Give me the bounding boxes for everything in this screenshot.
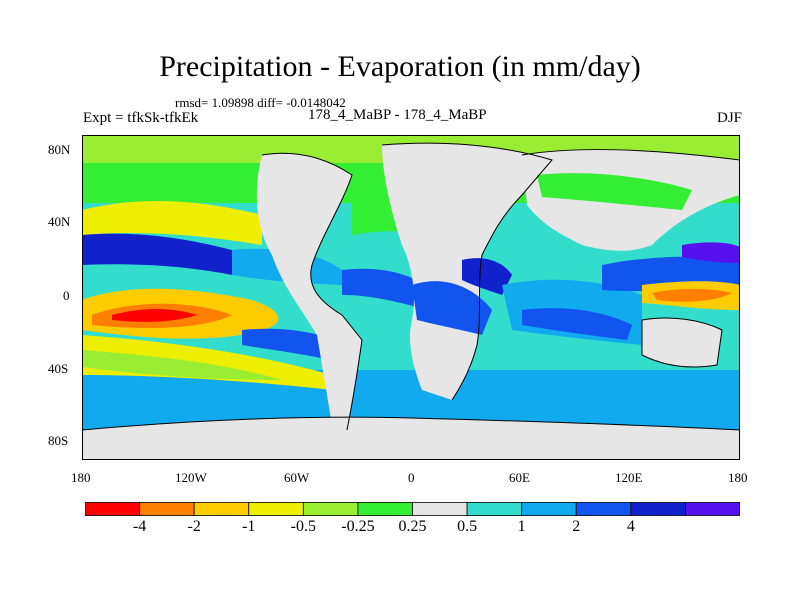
colorbar-box-1 (139, 502, 195, 516)
colorbar-label-2: -1 (242, 518, 256, 535)
americas-land (256, 153, 362, 430)
north-pacific-moist-band (82, 233, 232, 275)
colorbar-svg (84, 502, 741, 516)
map-frame (82, 135, 740, 460)
lon-tick-0: 0 (408, 470, 415, 485)
colorbar-label-9: 4 (626, 518, 635, 535)
lon-tick-120w: 120W (175, 470, 207, 485)
lon-tick-60w: 60W (284, 470, 310, 485)
south-pacific-dry-zone (82, 335, 332, 390)
colorbar-label-4: -0.25 (341, 518, 375, 535)
lat-tick-80n: 80N (48, 142, 71, 157)
lat-tick-0: 0 (63, 288, 70, 303)
north-west-pacific-peak (682, 242, 740, 263)
east-africa-moist (462, 258, 512, 295)
stats-text: rmsd= 1.09898 diff= -0.0148042 (175, 95, 346, 110)
coastlines (82, 142, 740, 431)
colorbar-box-9 (575, 502, 632, 516)
lon-tick-180e: 180 (728, 470, 748, 485)
colorbar-label-8: 2 (572, 518, 581, 535)
south-indian-moist (522, 308, 632, 340)
colorbar-box-7 (466, 502, 523, 516)
colorbar-label-7: 1 (517, 518, 526, 535)
antarctica-land (82, 417, 740, 460)
map-border (82, 135, 740, 460)
north-pacific-dry-zone (82, 200, 262, 245)
south-pacific-subtropics (82, 350, 282, 380)
lat-tick-80s: 80S (48, 433, 69, 448)
lon-tick-60e: 60E (509, 470, 530, 485)
colorbar-label-6: 0.5 (457, 518, 478, 535)
central-africa-moist (412, 281, 492, 335)
colorbar-box-2 (193, 502, 250, 516)
pme-map (82, 135, 740, 460)
case-label: 178_4_MaBP - 178_4_MaBP (308, 107, 487, 123)
colorbar-box-3 (248, 502, 304, 516)
east-pacific-extreme-dry (112, 309, 197, 322)
west-pacific-strong-dry (652, 288, 732, 302)
colorbar-label-1: -2 (187, 518, 201, 535)
plot-title: Precipitation - Evaporation (in mm/day) (159, 50, 641, 83)
colorbar-box-8 (521, 502, 577, 516)
colorbar-label-0: -4 (132, 518, 147, 535)
colorbar (84, 502, 741, 516)
lon-tick-180w: 180 (71, 470, 91, 485)
colorbar-box-11 (685, 502, 741, 516)
colorbar-box-6 (412, 502, 468, 516)
siberia-moist (537, 173, 692, 210)
atlantic-itcz (342, 268, 432, 310)
colorbar-box-10 (630, 502, 686, 516)
australia-land (642, 318, 722, 367)
colorbar-label-5: 0.25 (398, 518, 427, 535)
colorbar-box-4 (302, 502, 359, 516)
lat-tick-40s: 40S (48, 361, 69, 376)
colorbar-box-0 (84, 502, 140, 516)
colorbar-box-5 (357, 502, 413, 516)
experiment-label: Expt = tfkSk-tfkEk (83, 110, 199, 126)
colorbar-label-3: -0.5 (290, 518, 316, 535)
lon-tick-120e: 120E (615, 470, 643, 485)
lat-tick-40n: 40N (48, 214, 71, 229)
season-label: DJF (716, 110, 742, 126)
